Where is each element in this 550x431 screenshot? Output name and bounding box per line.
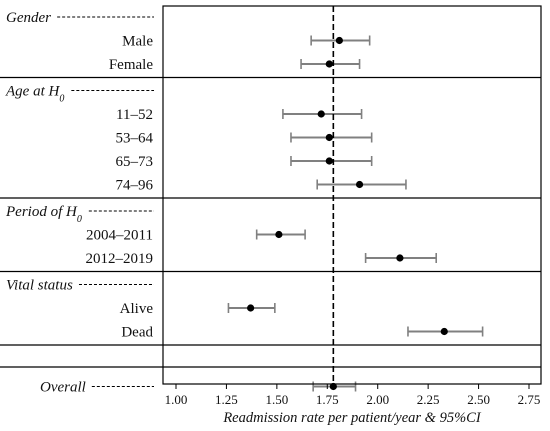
group-label: Period of H0 [5, 204, 82, 225]
x-tick-label: 2.00 [366, 392, 389, 407]
ci-mark [312, 381, 357, 392]
point-estimate [325, 133, 333, 142]
x-axis-title: Readmission rate per patient/year & 95%C… [222, 410, 482, 426]
x-tick-label: 1.75 [316, 392, 339, 407]
group-label: Vital status [6, 278, 73, 294]
row-label: 11–52 [116, 107, 153, 123]
ci-mark [407, 326, 484, 337]
ci-mark [290, 156, 373, 166]
ci-mark [227, 303, 276, 313]
point-estimate [275, 230, 283, 239]
row-label: 2012–2019 [86, 251, 154, 267]
x-tick-label: 2.75 [518, 392, 541, 407]
ci-mark [290, 132, 373, 143]
ci-mark [300, 59, 361, 69]
group-label: Gender [6, 10, 51, 26]
point-estimate [355, 180, 364, 189]
row-label: Alive [120, 301, 154, 317]
row-label: 74–96 [116, 178, 154, 194]
point-estimate [329, 382, 337, 391]
ci-mark [316, 179, 407, 190]
group-label: Age at H0 [5, 84, 64, 105]
ci-mark [310, 35, 371, 46]
point-estimate [317, 110, 325, 118]
x-tick-label: 1.50 [265, 392, 288, 407]
x-axis: 1.00 1.25 1.50 1.75 2.00 2.25 2.50 2.75 [165, 384, 541, 407]
ci-mark [364, 253, 438, 263]
row-label: Dead [121, 325, 153, 341]
row-label: 2004–2011 [86, 228, 153, 244]
x-tick-label: 2.50 [467, 392, 490, 407]
row-label: Male [122, 34, 153, 50]
x-tick-label: 1.25 [215, 392, 238, 407]
separator-layer [0, 76, 541, 368]
row-label-layer: Gender Male Female Age at H0 11–52 53–64 65–73… [5, 10, 154, 396]
point-estimate [325, 157, 333, 165]
ci-mark [255, 229, 306, 240]
row-label: 65–73 [116, 154, 154, 170]
ci-mark [282, 109, 363, 119]
row-label: 53–64 [116, 131, 154, 147]
overall-label: Overall [40, 380, 86, 396]
x-tick-label: 2.25 [417, 392, 440, 407]
point-estimate [335, 36, 343, 45]
row-label: Female [109, 57, 153, 73]
plot-frame [162, 5, 542, 385]
point-estimate [396, 254, 404, 262]
point-estimate [325, 60, 333, 68]
point-estimate [440, 327, 448, 336]
point-estimate [247, 304, 255, 312]
x-tick-label: 1.00 [165, 392, 188, 407]
marker-layer [227, 6, 484, 392]
